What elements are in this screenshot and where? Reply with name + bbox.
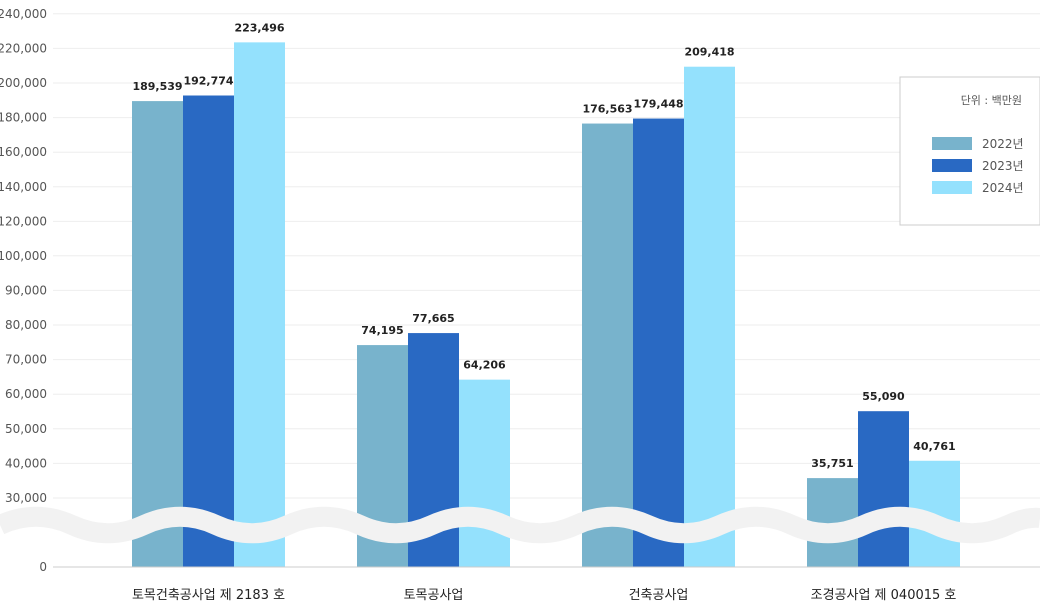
category-label: 조경공사업 제 040015 호 <box>811 588 957 603</box>
bar <box>132 101 183 567</box>
category-label: 건축공사업 <box>629 588 689 603</box>
data-label: 176,563 <box>582 103 632 116</box>
y-tick-label: 100,000 <box>0 249 47 263</box>
y-tick-label: 120,000 <box>0 214 47 228</box>
category-label: 토목공사업 <box>404 588 464 603</box>
y-axis-tick-labels: 0 30,000 40,000 50,000 60,000 70,000 80,000 90,… <box>0 7 47 574</box>
legend-label-2024: 2024년 <box>982 181 1024 195</box>
y-tick-label: 160,000 <box>0 145 47 159</box>
y-tick-label: 80,000 <box>5 318 47 332</box>
axis-break <box>0 506 1040 544</box>
y-tick-label: 200,000 <box>0 76 47 90</box>
axis-break-band <box>0 506 1040 544</box>
data-label: 35,751 <box>811 457 853 470</box>
legend-box <box>899 76 1040 226</box>
y-tick-label: 40,000 <box>5 456 47 470</box>
y-tick-label: 140,000 <box>0 180 47 194</box>
legend-unit-label: 단위 : 백만원 <box>961 94 1022 107</box>
legend-swatch-2023 <box>932 159 972 172</box>
bar <box>633 118 684 567</box>
data-label: 192,774 <box>183 75 233 88</box>
data-label: 223,496 <box>234 21 284 34</box>
legend-label-2023: 2023년 <box>982 159 1024 173</box>
data-label: 55,090 <box>862 390 905 403</box>
bar <box>858 411 909 567</box>
bar <box>459 379 510 567</box>
data-label: 64,206 <box>463 359 506 372</box>
y-tick-label: 0 <box>39 560 47 574</box>
category-labels: 토목건축공사업 제 2183 호 토목공사업 건축공사업 조경공사업 제 040015… <box>132 588 956 603</box>
legend-label-2022: 2022년 <box>982 137 1024 151</box>
data-label: 77,665 <box>412 312 454 325</box>
y-tick-label: 90,000 <box>5 283 47 297</box>
data-label: 40,761 <box>913 440 955 453</box>
bar <box>684 66 735 568</box>
y-tick-label: 60,000 <box>5 387 47 401</box>
data-label: 209,418 <box>684 46 734 59</box>
bar <box>582 123 633 567</box>
data-labels: 189,539 192,774 223,496 74,195 77,665 64,206 1… <box>132 21 955 470</box>
bar <box>183 95 234 567</box>
data-label: 189,539 <box>132 80 182 93</box>
y-tick-label: 30,000 <box>5 491 47 505</box>
data-label: 74,195 <box>361 324 403 337</box>
y-tick-label: 70,000 <box>5 353 47 367</box>
y-tick-label: 180,000 <box>0 111 47 125</box>
category-label: 토목건축공사업 제 2183 호 <box>132 588 285 603</box>
legend-swatch-2022 <box>932 137 972 150</box>
legend: 단위 : 백만원 2022년 2023년 2024년 <box>899 76 1040 226</box>
legend-swatch-2024 <box>932 181 972 194</box>
bars <box>132 42 960 568</box>
y-tick-label: 240,000 <box>0 7 47 21</box>
y-tick-label: 50,000 <box>5 422 47 436</box>
bar <box>234 42 285 567</box>
data-label: 179,448 <box>633 98 683 111</box>
y-tick-label: 220,000 <box>0 41 47 55</box>
